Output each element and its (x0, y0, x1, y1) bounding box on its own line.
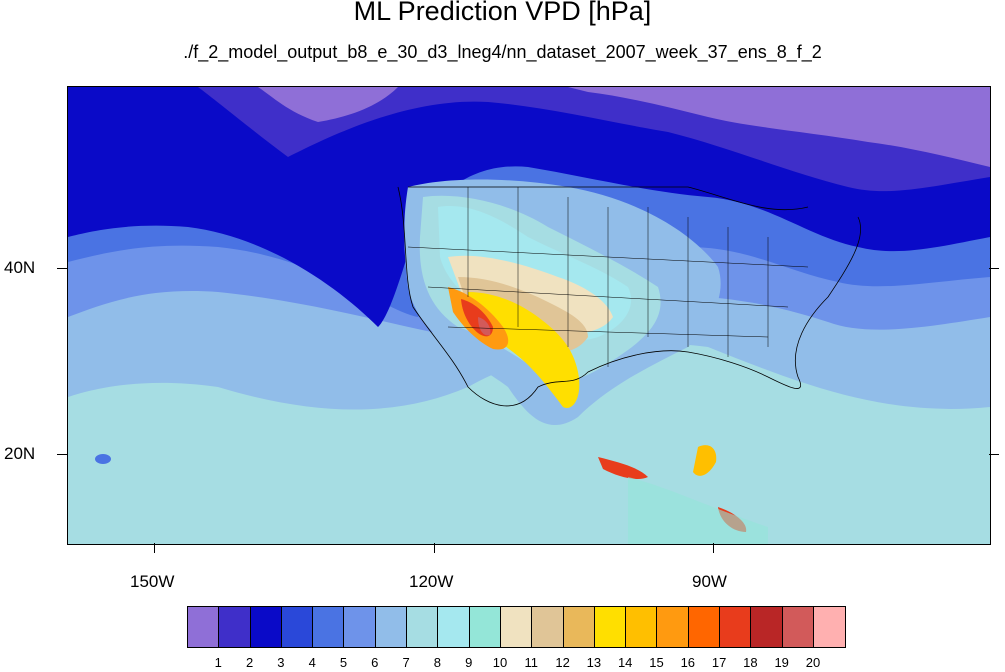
colorbar-box (657, 607, 689, 647)
colorbar-label: 20 (805, 655, 821, 670)
colorbar-label: 19 (774, 655, 789, 670)
colorbar-box (594, 607, 627, 647)
colorbar-box (250, 607, 282, 647)
colorbar (187, 606, 847, 648)
colorbar-label: 16 (680, 655, 696, 670)
colorbar-box (407, 607, 439, 647)
colorbar-box (219, 607, 251, 647)
mexico-hotspot-1 (598, 457, 648, 480)
colorbar-box (720, 607, 752, 647)
colorbar-label: 11 (524, 655, 539, 670)
colorbar-label: 14 (617, 655, 633, 670)
colorbar-box (438, 607, 470, 647)
y-tick-40n (57, 268, 67, 269)
field-band-1b (258, 87, 398, 122)
colorbar-label: 3 (277, 655, 285, 670)
colorbar-label: 13 (586, 655, 602, 670)
x-tick-150w (154, 543, 155, 553)
map-panel (67, 86, 991, 545)
colorbar-box (751, 607, 783, 647)
colorbar-box (688, 607, 721, 647)
x-label-120w: 120W (409, 572, 454, 591)
colorbar-label: 10 (492, 655, 508, 670)
colorbar-box (313, 607, 345, 647)
colorbar-box (563, 607, 595, 647)
mexico-hotspot-2 (693, 445, 717, 476)
x-tick-120w (434, 543, 435, 553)
colorbar-label: 5 (339, 655, 348, 670)
colorbar-box (344, 607, 376, 647)
colorbar-box (532, 607, 564, 647)
colorbar-label: 12 (555, 655, 570, 670)
y-tick-20n (57, 454, 67, 455)
map-subtitle: ./f_2_model_output_b8_e_30_d3_lneg4/nn_d… (183, 42, 822, 62)
colorbar-box (375, 607, 408, 647)
y-tick-40n-right (989, 268, 999, 269)
colorbar-label: 15 (649, 655, 664, 670)
hawaii-patch (95, 454, 111, 464)
map-title: ML Prediction VPD [hPa] (353, 0, 652, 26)
colorbar-label: 8 (433, 655, 441, 670)
x-label-90w: 90W (692, 572, 727, 591)
colorbar-box (469, 607, 501, 647)
vpd-field-map (68, 87, 990, 544)
y-tick-20n-right (989, 454, 999, 455)
colorbar-label: 2 (245, 655, 254, 670)
colorbar-label: 7 (402, 655, 410, 670)
colorbar-label: 9 (465, 655, 473, 670)
colorbar-box (281, 607, 314, 647)
coastline (397, 186, 862, 407)
field-band-1 (568, 87, 990, 167)
colorbar-label: 18 (743, 655, 758, 670)
us-canada-border (408, 186, 809, 211)
colorbar-label: 1 (214, 655, 222, 670)
y-label-20n: 20N (4, 444, 36, 463)
land-band-20 (478, 317, 491, 336)
x-label-150w: 150W (130, 572, 175, 591)
colorbar-label: 17 (711, 655, 727, 670)
colorbar-box (782, 607, 814, 647)
colorbar-label: 6 (371, 655, 379, 670)
colorbar-label: 4 (308, 655, 316, 670)
x-tick-90w (713, 543, 714, 553)
colorbar-box (626, 607, 658, 647)
y-label-40n: 40N (4, 258, 36, 277)
mexico-band-10 (628, 477, 768, 544)
colorbar-box (188, 607, 220, 647)
colorbar-box (813, 607, 846, 647)
state-borders (407, 187, 809, 367)
colorbar-box (500, 607, 533, 647)
